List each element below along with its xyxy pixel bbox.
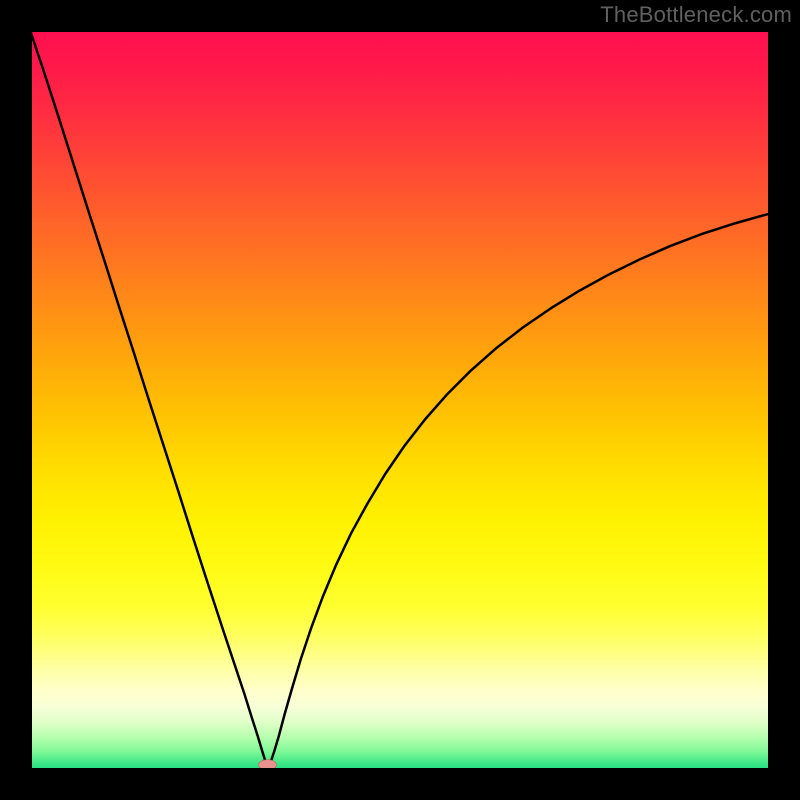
chart-container: TheBottleneck.com [0,0,800,800]
plot-area [30,30,770,770]
bottleneck-chart [0,0,800,800]
watermark-text: TheBottleneck.com [600,2,792,28]
